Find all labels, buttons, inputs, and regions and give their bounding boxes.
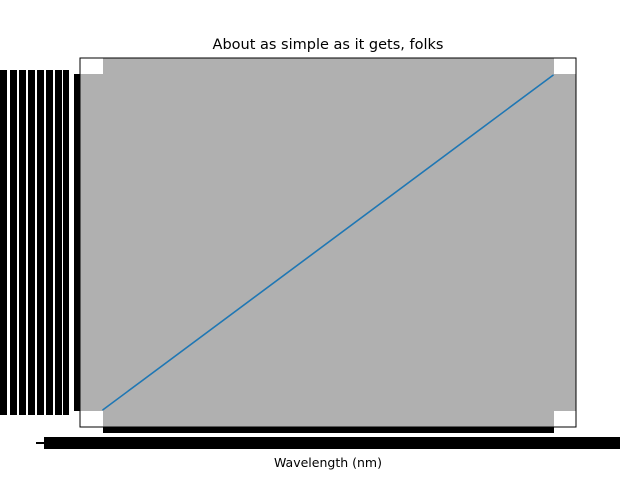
x-axis-label: Wavelength (nm)	[274, 455, 382, 470]
y-tick-label-block-6	[46, 70, 53, 415]
y-tick-label-block-1	[0, 70, 7, 415]
y-tick-labels	[0, 70, 69, 415]
chart-title: About as simple as it gets, folks	[213, 37, 444, 53]
series-line	[102, 74, 554, 411]
y-tick-label-block-4	[28, 70, 35, 415]
y-tick-label-block-2	[10, 70, 17, 415]
x-tick-label-band	[44, 437, 620, 449]
x-tick-marks	[103, 427, 554, 433]
y-tick-label-block-7	[55, 70, 62, 415]
x-tick-label-left-cap	[36, 442, 44, 444]
x-tick-labels	[36, 437, 620, 449]
y-tick-label-block-5	[37, 70, 44, 415]
y-tick-marks	[74, 74, 80, 411]
y-tick-label-block-8	[63, 70, 69, 415]
y-tick-label-block-3	[19, 70, 26, 415]
